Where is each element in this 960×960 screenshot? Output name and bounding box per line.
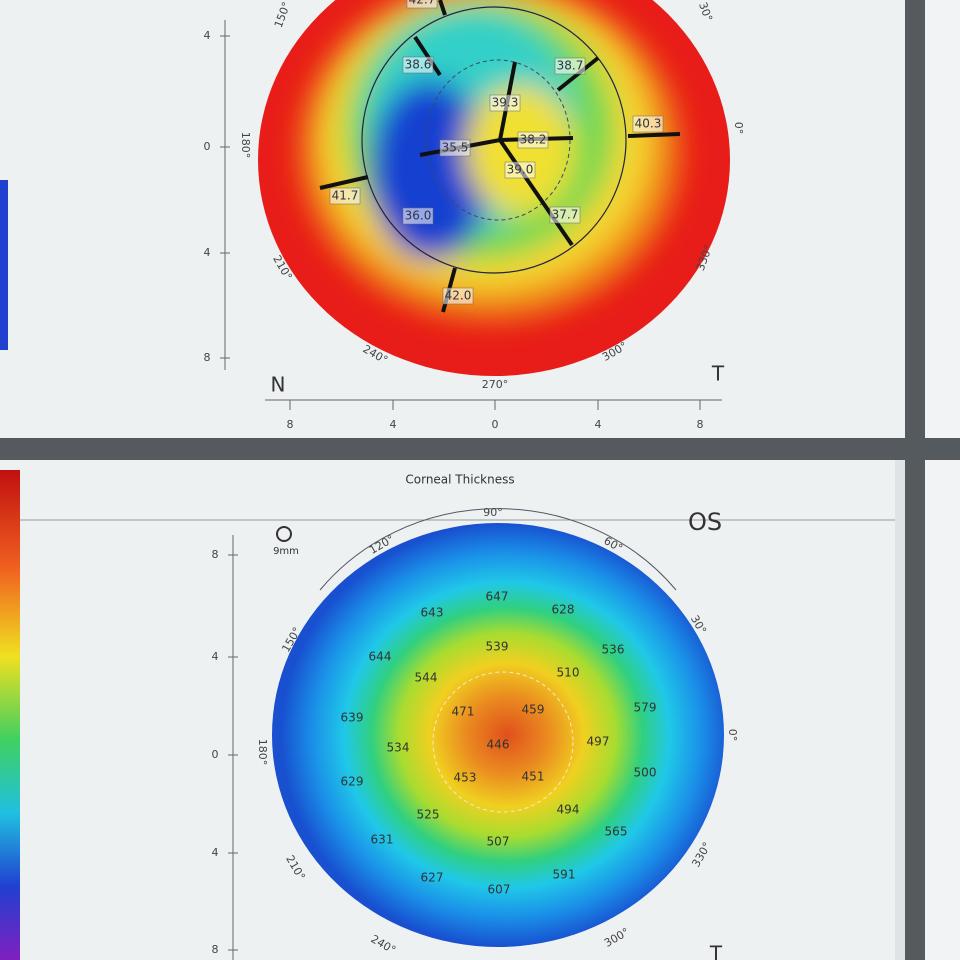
value-label: 627: [421, 871, 444, 885]
value-label: 510: [557, 666, 580, 680]
value-label: 534: [387, 741, 410, 755]
y-tick-label: 0: [212, 748, 219, 761]
angle-label: 0°: [726, 729, 739, 742]
temporal-label: T: [709, 942, 723, 960]
value-label: 497: [587, 735, 610, 749]
value-label: 644: [369, 650, 392, 664]
angle-label: 90°: [483, 506, 503, 519]
value-label: 639: [341, 711, 364, 725]
zoom-icon[interactable]: [276, 526, 292, 542]
x-tick-label: 4: [595, 418, 602, 431]
value-label: 544: [415, 671, 438, 685]
divider: [0, 438, 960, 460]
x-tick-label: 8: [697, 418, 704, 431]
x-tick-label: 4: [390, 418, 397, 431]
value-label: 536: [602, 643, 625, 657]
value-label: 494: [557, 803, 580, 817]
value-box: [554, 57, 586, 75]
value-label: 39.3: [492, 96, 519, 110]
zoom-label: 9mm: [273, 546, 299, 557]
value-label: 451: [522, 770, 545, 784]
angle-label: 180°: [239, 132, 252, 159]
color-scale: [0, 180, 8, 350]
value-label: 446: [487, 738, 510, 752]
y-tick-label: 4: [204, 246, 211, 259]
divider: [905, 0, 925, 960]
value-label: 525: [417, 808, 440, 822]
value-label: 38.7: [557, 59, 584, 73]
value-box: [504, 161, 536, 179]
eye-label: OS: [688, 508, 722, 536]
angle-label: 270°: [482, 378, 509, 391]
value-label: 628: [552, 603, 575, 617]
bottom-map: [272, 508, 724, 947]
value-box: [406, 0, 438, 9]
value-box: [402, 56, 434, 74]
value-label: 41.7: [332, 189, 359, 203]
value-label: 507: [487, 835, 510, 849]
value-box: [517, 131, 549, 149]
value-label: 37.7: [552, 208, 579, 222]
value-label: 607: [488, 883, 511, 897]
angle-label: 180°: [256, 739, 269, 766]
value-box: [489, 94, 521, 112]
value-label: 629: [341, 775, 364, 789]
value-box: [632, 115, 664, 133]
value-label: 36.0: [405, 209, 432, 223]
value-label: 38.2: [520, 133, 547, 147]
value-label: 459: [522, 703, 545, 717]
angle-label: 30°: [696, 0, 715, 23]
value-label: 471: [452, 705, 475, 719]
value-label: 643: [421, 606, 444, 620]
y-tick-label: 8: [212, 943, 219, 956]
value-label: 579: [634, 701, 657, 715]
right-panel: [925, 0, 960, 960]
x-tick-label: 0: [492, 418, 499, 431]
value-label: 500: [634, 766, 657, 780]
y-tick-label: 8: [204, 351, 211, 364]
value-label: 40.3: [635, 117, 662, 131]
y-tick-label: 8: [212, 548, 219, 561]
value-box: [329, 187, 361, 205]
x-tick-label: 8: [287, 418, 294, 431]
value-label: 39.0: [507, 163, 534, 177]
value-label: 453: [454, 771, 477, 785]
y-tick-label: 0: [204, 140, 211, 153]
y-tick-label: 4: [212, 650, 219, 663]
value-box: [402, 207, 434, 225]
map-title: Corneal Thickness: [405, 473, 514, 487]
color-scale: [0, 470, 20, 960]
value-label: 647: [486, 590, 509, 604]
value-label: 539: [486, 640, 509, 654]
value-label: 591: [553, 868, 576, 882]
y-tick-label: 4: [212, 846, 219, 859]
value-label: 38.6: [405, 58, 432, 72]
value-box: [439, 139, 471, 157]
value-label: 35.5: [442, 141, 469, 155]
temporal-label: T: [711, 362, 725, 386]
y-tick-label: 4: [204, 29, 211, 42]
value-label: 565: [605, 825, 628, 839]
value-box: [549, 206, 581, 224]
value-label: 42.0: [445, 289, 472, 303]
value-label: 631: [371, 833, 394, 847]
nasal-label: N: [271, 373, 286, 397]
value-box: [442, 287, 474, 305]
value-label: 42.7: [409, 0, 436, 7]
angle-label: 0°: [732, 122, 745, 135]
